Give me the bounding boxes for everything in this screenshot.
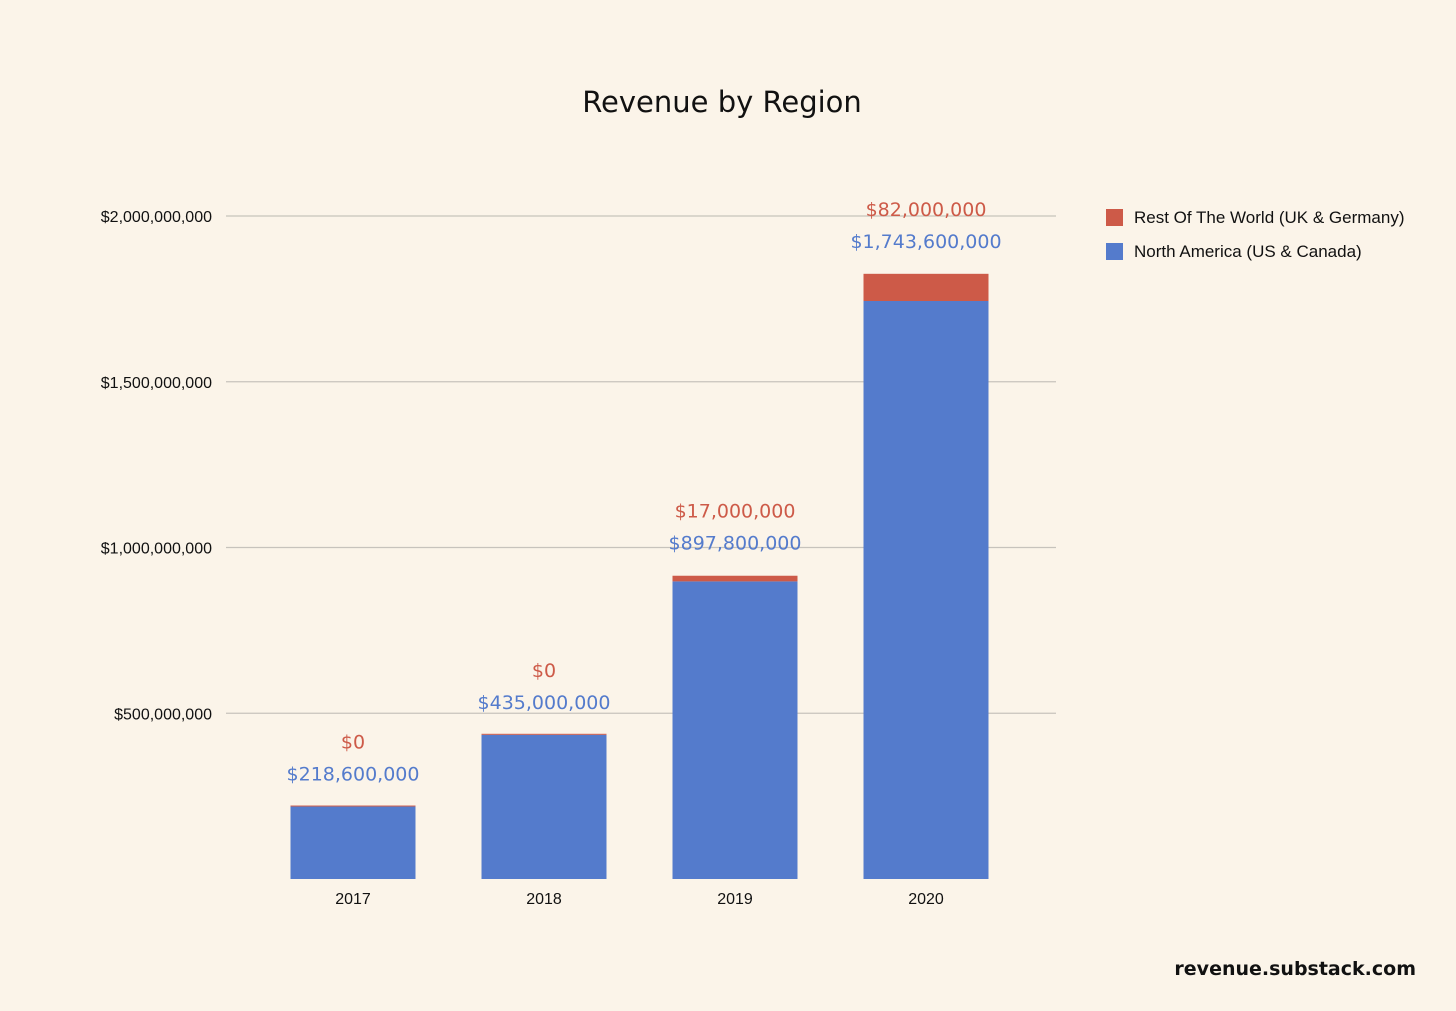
x-tick-label: 2018 xyxy=(526,891,562,908)
bar-rest-of-world-2017 xyxy=(290,805,416,807)
x-axis-ticks: 2017 2018 2019 2020 xyxy=(335,891,944,908)
data-label-north-america-2019: $897,800,000 xyxy=(669,533,802,555)
legend-swatch xyxy=(1106,243,1123,260)
x-tick-label: 2019 xyxy=(717,891,753,908)
y-tick-label: $2,000,000,000 xyxy=(101,209,212,226)
chart-title: Revenue by Region xyxy=(582,85,862,119)
bars xyxy=(290,273,989,880)
data-label-rest-of-world-2019: $17,000,000 xyxy=(675,501,796,523)
bar-rest-of-world-2018 xyxy=(481,733,607,735)
bar-rest-of-world-2019 xyxy=(672,575,798,582)
legend-label: North America (US & Canada) xyxy=(1134,242,1362,261)
x-tick-label: 2017 xyxy=(335,891,371,908)
y-axis-ticks: $500,000,000 $1,000,000,000 $1,500,000,000… xyxy=(101,209,212,723)
data-label-rest-of-world-2017: $0 xyxy=(341,732,365,754)
y-tick-label: $1,500,000,000 xyxy=(101,375,212,392)
data-label-north-america-2018: $435,000,000 xyxy=(478,692,611,714)
y-tick-label: $500,000,000 xyxy=(114,706,212,723)
bar-north-america-2017 xyxy=(290,806,416,879)
data-label-north-america-2017: $218,600,000 xyxy=(287,764,420,786)
data-label-rest-of-world-2018: $0 xyxy=(532,660,556,682)
data-label-rest-of-world-2020: $82,000,000 xyxy=(866,199,987,221)
bar-north-america-2018 xyxy=(481,734,607,879)
y-tick-label: $1,000,000,000 xyxy=(101,541,212,558)
legend-swatch xyxy=(1106,209,1123,226)
bar-north-america-2019 xyxy=(672,581,798,879)
bar-rest-of-world-2020 xyxy=(863,273,989,301)
legend-label: Rest Of The World (UK & Germany) xyxy=(1134,208,1405,227)
x-tick-label: 2020 xyxy=(908,891,944,908)
bar-north-america-2020 xyxy=(863,300,989,880)
data-labels: $218,600,000 $0 $435,000,000 $0 $897,800,000… xyxy=(287,199,1002,786)
legend: Rest Of The World (UK & Germany) North Am… xyxy=(1106,208,1405,261)
source-watermark: revenue.substack.com xyxy=(1174,958,1416,980)
data-label-north-america-2020: $1,743,600,000 xyxy=(850,231,1001,253)
